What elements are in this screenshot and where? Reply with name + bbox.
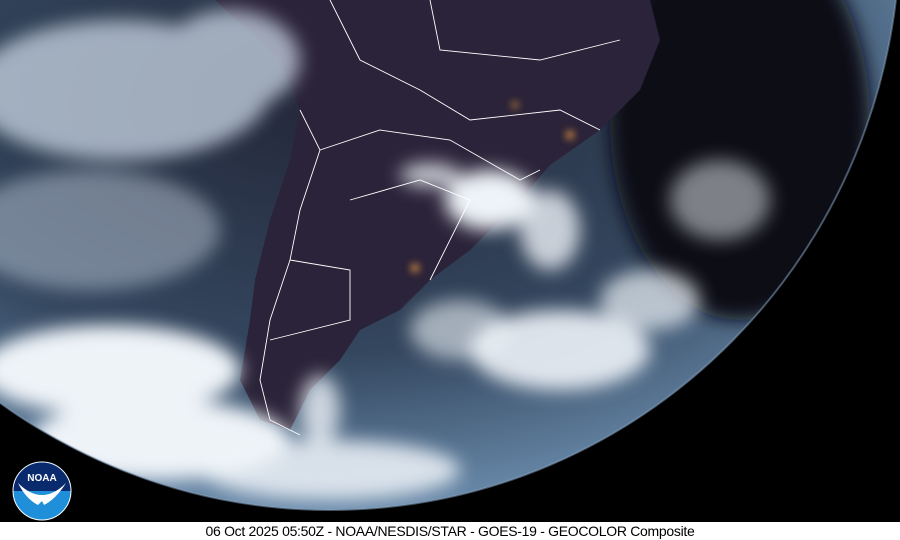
earth-disk-imagery [0, 0, 900, 511]
svg-text:NOAA: NOAA [27, 473, 56, 484]
south-america-land [215, 0, 660, 430]
country-borders [259, 0, 621, 436]
image-caption: 06 Oct 2025 05:50Z - NOAA/NESDIS/STAR - … [0, 522, 900, 540]
noaa-logo: NOAA [12, 461, 72, 521]
